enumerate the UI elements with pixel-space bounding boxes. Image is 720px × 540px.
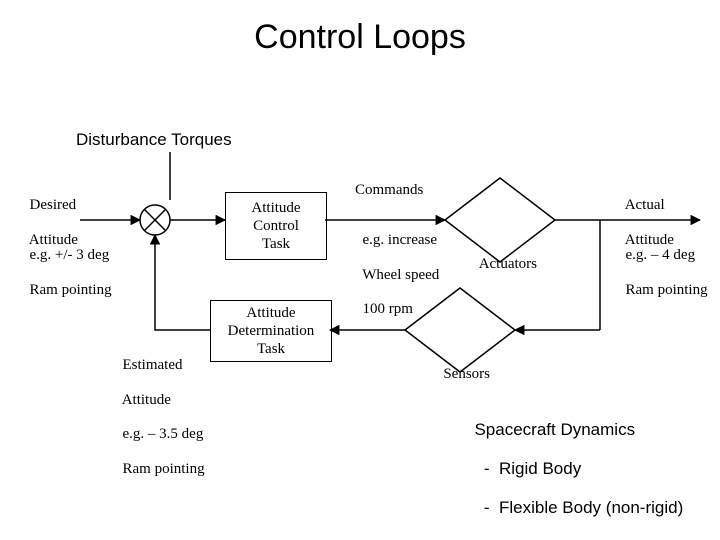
page-title: Control Loops (0, 18, 720, 57)
actuators-l1: Attitude (483, 221, 532, 237)
actual-attitude-eg: e.g. – 4 deg Ram pointing (618, 230, 708, 299)
estimated-attitude-label: Estimated Attitude e.g. – 3.5 deg Ram po… (115, 340, 205, 478)
attitude-control-task-box: Attitude Control Task (225, 192, 327, 260)
sensors-l2: Sensors (443, 366, 490, 382)
det-task-l1: Attitude (246, 304, 295, 322)
estimated-l3: e.g. – 3.5 deg (123, 426, 204, 442)
attitude-determination-task-box: Attitude Determination Task (210, 300, 332, 362)
actual-eg-l2: Ram pointing (626, 282, 708, 298)
attitude-actuators-label: Attitude Actuators (472, 204, 537, 273)
commands-eg-l3: 100 rpm (363, 301, 413, 317)
desired-eg-l1: e.g. +/- 3 deg (30, 247, 110, 263)
desired-eg-l2: Ram pointing (30, 282, 112, 298)
actual-eg-l1: e.g. – 4 deg (626, 247, 696, 263)
estimated-l4: Ram pointing (123, 461, 205, 477)
control-task-l3: Task (262, 235, 290, 253)
commands-label: Commands (355, 182, 423, 199)
det-task-l2: Determination (228, 322, 315, 340)
desired-l1: Desired (30, 197, 77, 213)
summing-junction (140, 205, 170, 235)
sensors-l1: Attitude (442, 331, 491, 347)
dynamics-l2: - Rigid Body (474, 459, 581, 478)
actual-l1: Actual (625, 197, 665, 213)
actuators-l2: Actuators (479, 256, 537, 272)
control-task-l2: Control (253, 217, 299, 235)
dynamics-l3: - Flexible Body (non-rigid) (474, 498, 683, 517)
disturbance-torques-label: Disturbance Torques (76, 130, 232, 150)
control-task-l1: Attitude (251, 199, 300, 217)
commands-eg-l2: Wheel speed (362, 267, 439, 283)
spacecraft-dynamics-label: Spacecraft Dynamics - Rigid Body - Flexi… (465, 400, 683, 517)
estimated-l2: Attitude (122, 392, 171, 408)
det-task-l3: Task (257, 340, 285, 358)
attitude-sensors-label: Attitude Sensors (435, 314, 491, 383)
det-to-sum-arrow (155, 235, 210, 330)
commands-eg-l1: e.g. increase (363, 232, 438, 248)
commands-eg: e.g. increase Wheel speed 100 rpm (355, 215, 439, 319)
desired-attitude-eg: e.g. +/- 3 deg Ram pointing (22, 230, 112, 299)
dynamics-l1: Spacecraft Dynamics (474, 420, 635, 439)
estimated-l1: Estimated (123, 357, 183, 373)
